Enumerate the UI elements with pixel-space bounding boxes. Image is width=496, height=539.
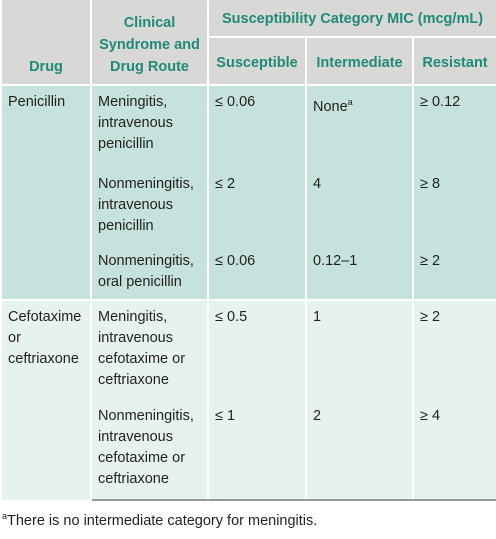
drug-cell: Penicillin — [0, 84, 92, 300]
syndrome-cell: Nonmeningitis, oral penicillin — [90, 245, 209, 300]
resistant-cell: ≥ 0.12 — [411, 84, 496, 168]
table-row: Nonmeningitis, intravenous penicillin ≤ 2… — [1, 168, 496, 245]
header-group: Susceptibility Category MIC (mcg/mL) — [206, 0, 496, 38]
table-body: Penicillin Meningitis, intravenous penici… — [0, 84, 496, 501]
susceptible-cell: ≤ 0.06 — [207, 245, 307, 300]
header-drug: Drug — [0, 0, 92, 86]
table-row: Penicillin Meningitis, intravenous penici… — [0, 84, 496, 300]
table-row: Cefotaxime or ceftriaxone Meningitis, int… — [0, 299, 496, 500]
footnote: aThere is no intermediate category for m… — [0, 501, 496, 539]
header-syndrome: Clinical Syndrome and Drug Route — [90, 0, 209, 86]
footnote-text: There is no intermediate category for me… — [7, 512, 318, 529]
intermediate-cell: Nonea — [305, 84, 414, 168]
syndrome-cell: Meningitis, intravenous cefotaxime or ce… — [90, 299, 209, 400]
resistant-cell: ≥ 2 — [411, 245, 496, 300]
resistant-cell: ≥ 8 — [411, 168, 496, 245]
susceptible-cell: ≤ 0.06 — [207, 84, 307, 168]
mic-table: Drug Clinical Syndrome and Drug Route Su… — [0, 0, 496, 501]
header-intermediate: Intermediate — [305, 37, 414, 86]
susceptible-cell: ≤ 2 — [207, 168, 307, 245]
table-row: Nonmeningitis, oral penicillin ≤ 0.06 0.12… — [1, 245, 496, 300]
drug-cell: Cefotaxime or ceftriaxone — [0, 299, 92, 500]
header-resistant: Resistant — [411, 37, 496, 86]
footnote-marker: a — [347, 97, 353, 107]
intermediate-cell: 1 — [305, 299, 414, 400]
syndrome-cell: Nonmeningitis, intravenous penicillin — [90, 168, 209, 245]
resistant-cell: ≥ 2 — [411, 299, 496, 400]
susceptible-cell: ≤ 1 — [207, 400, 307, 501]
syndrome-cell: Meningitis, intravenous penicillin — [90, 84, 209, 168]
resistant-cell: ≥ 4 — [411, 400, 496, 501]
syndrome-cell: Nonmeningitis, intravenous cefotaxime or… — [90, 400, 209, 501]
table-row: Nonmeningitis, intravenous cefotaxime or… — [1, 400, 496, 501]
intermediate-cell: 2 — [305, 400, 414, 501]
intermediate-cell: 0.12–1 — [305, 245, 414, 300]
header-susceptible: Susceptible — [207, 37, 307, 86]
intermediate-cell: 4 — [305, 168, 414, 245]
susceptible-cell: ≤ 0.5 — [207, 299, 307, 400]
footnote-marker: a — [2, 511, 8, 521]
